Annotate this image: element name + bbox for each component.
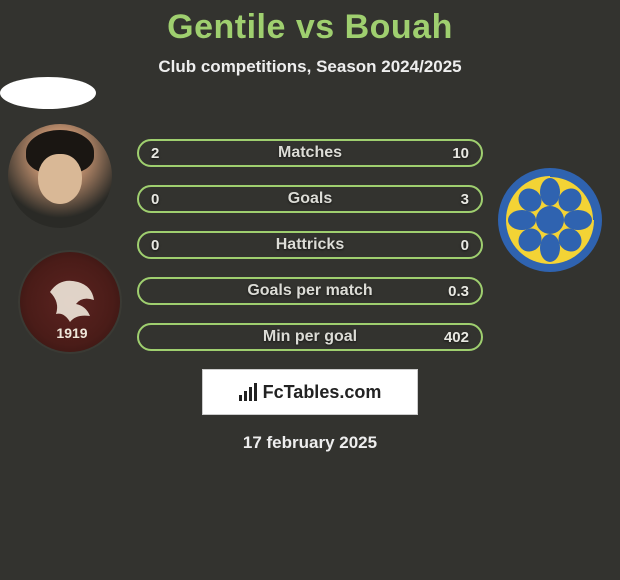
seahorse-icon: 1919 [20, 252, 122, 354]
stat-label: Goals [288, 190, 332, 208]
player-right-avatar [0, 77, 96, 109]
brand-box[interactable]: FcTables.com [202, 369, 418, 415]
player-left-avatar [8, 124, 112, 228]
stat-right-value: 10 [452, 145, 469, 162]
page-title: Gentile vs Bouah [0, 0, 620, 47]
club-left-crest: 1919 [18, 250, 122, 354]
stat-row-min-per-goal: Min per goal 402 [137, 323, 483, 351]
bar-chart-icon [239, 383, 257, 401]
svg-text:1919: 1919 [56, 325, 87, 341]
stat-right-value: 402 [444, 329, 469, 346]
stat-label: Hattricks [276, 236, 344, 254]
footer-date: 17 february 2025 [0, 433, 620, 453]
stat-label: Goals per match [247, 282, 372, 300]
stat-left-value: 0 [151, 237, 159, 254]
stat-row-goals-per-match: Goals per match 0.3 [137, 277, 483, 305]
stat-row-matches: 2 Matches 10 [137, 139, 483, 167]
stat-row-goals: 0 Goals 3 [137, 185, 483, 213]
stats-container: 2 Matches 10 0 Goals 3 0 Hattricks 0 Goa… [137, 139, 483, 351]
stat-right-value: 3 [461, 191, 469, 208]
stat-label: Min per goal [263, 328, 357, 346]
stat-row-hattricks: 0 Hattricks 0 [137, 231, 483, 259]
stat-left-value: 0 [151, 191, 159, 208]
stat-label: Matches [278, 144, 342, 162]
stat-right-value: 0 [461, 237, 469, 254]
club-right-crest [498, 168, 602, 272]
stat-left-value: 2 [151, 145, 159, 162]
wheel-icon [498, 168, 602, 272]
brand-text: FcTables.com [263, 382, 382, 403]
stat-right-value: 0.3 [448, 283, 469, 300]
subtitle: Club competitions, Season 2024/2025 [0, 57, 620, 77]
